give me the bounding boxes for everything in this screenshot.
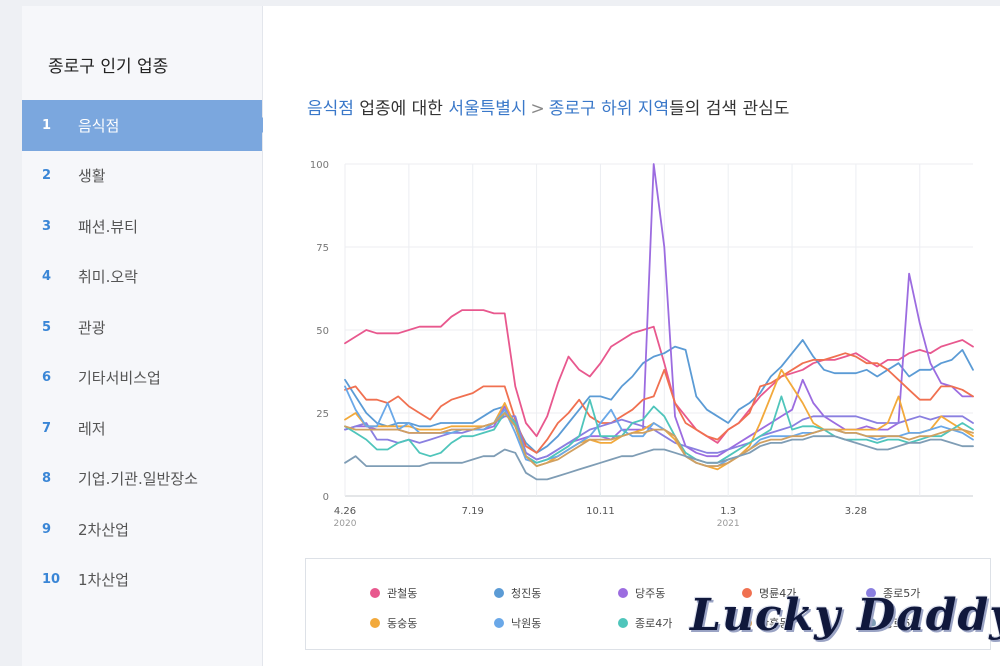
x-tick-label: 1.3 [720, 506, 736, 517]
sidebar-item[interactable]: 2 생활 [22, 151, 262, 202]
y-tick-label: 25 [316, 409, 329, 420]
legend-item[interactable]: 낙원동 [494, 615, 541, 631]
x-tick-sublabel: 2020 [334, 519, 357, 529]
legend-marker [370, 588, 380, 598]
sidebar-item-number: 3 [42, 218, 52, 234]
sidebar-item-number: 5 [42, 319, 52, 335]
sidebar-title: 종로구 인기 업종 [48, 57, 169, 77]
series-line [344, 352, 974, 454]
heading-category: 음식점 [307, 99, 354, 119]
x-tick-sublabel: 2021 [717, 519, 740, 529]
sidebar: 종로구 인기 업종 1 음식점 2 생활 3 패션.뷰티 4 취미.오락 5 관광 6 기타서비스업 7… [22, 6, 270, 666]
sidebar-item[interactable]: 4 취미.오락 [22, 252, 262, 303]
legend-marker [866, 618, 876, 628]
y-tick-label: 100 [310, 160, 329, 171]
legend-item[interactable]: 관훈동 [742, 615, 789, 631]
heading-text1: 업종에 대한 [353, 99, 449, 119]
sidebar-item-label: 음식점 [78, 116, 120, 135]
x-tick-label: 7.19 [462, 506, 484, 517]
heading-district: 종로구 하위 지역 [548, 99, 670, 119]
sidebar-item[interactable]: 3 패션.뷰티 [22, 201, 262, 252]
y-tick-label: 75 [316, 243, 329, 254]
sidebar-item-number: 10 [42, 572, 61, 588]
series-line [344, 339, 974, 454]
line-chart: 0 25 50 75 100 4.26 2020 7.19 10.11 1.3 2021 3.28 [310, 160, 974, 529]
legend-item[interactable]: 명륜4가 [742, 585, 796, 601]
sidebar-item-number: 4 [42, 269, 52, 285]
legend-item[interactable]: 청진동 [494, 585, 541, 601]
legend-marker [618, 618, 628, 628]
legend-item[interactable]: 관철동 [370, 585, 417, 601]
sidebar-item-label: 기업.기관.일반장소 [78, 470, 198, 489]
sidebar-item-label: 생활 [78, 167, 106, 186]
watermark-logo: Lucky Daddy [690, 590, 1000, 641]
legend-item[interactable]: 동숭동 [370, 615, 417, 631]
legend-label: 낙원동 [511, 617, 542, 630]
legend-label: 청진동 [511, 587, 542, 600]
legend-label: 당주동 [635, 587, 666, 600]
legend-marker [494, 588, 504, 598]
x-tick-label: 10.11 [586, 506, 615, 517]
sidebar-item-number: 2 [42, 168, 52, 184]
sidebar-item[interactable]: 10 1차산업 [22, 555, 262, 606]
y-tick-label: 50 [316, 326, 329, 337]
series-line [344, 163, 974, 461]
sidebar-item-label: 취미.오락 [78, 268, 138, 287]
sidebar-item-label: 2차산업 [78, 520, 129, 539]
sidebar-item-number: 1 [42, 117, 52, 133]
legend-marker [370, 618, 380, 628]
heading-separator: > [530, 99, 545, 119]
sidebar-item[interactable]: 1 음식점 [22, 100, 270, 151]
x-tick-label: 4.26 [334, 506, 356, 517]
sidebar-item-label: 관광 [78, 318, 106, 337]
legend-label: 종로4가 [635, 617, 673, 630]
sidebar-item[interactable]: 8 기업.기관.일반장소 [22, 454, 262, 505]
legend-label: 종로6가 [883, 617, 921, 630]
legend-label: 관철동 [387, 587, 418, 600]
legend-label: 동숭동 [387, 617, 418, 630]
chart-heading: 음식점 업종에 대한 서울특별시 > 종로구 하위 지역들의 검색 관심도 [307, 94, 789, 119]
series-line [344, 395, 974, 464]
legend-marker [742, 618, 752, 628]
sidebar-item[interactable]: 5 관광 [22, 302, 262, 353]
sidebar-item[interactable]: 7 레저 [22, 403, 262, 454]
sidebar-item-number: 7 [42, 420, 52, 436]
category-menu: 1 음식점 2 생활 3 패션.뷰티 4 취미.오락 5 관광 6 기타서비스업 7 레저 8 기업.기관.일… [22, 100, 270, 606]
legend-label: 명륜4가 [759, 587, 797, 600]
legend-marker [494, 618, 504, 628]
sidebar-item-label: 1차산업 [78, 571, 129, 590]
legend-marker [618, 588, 628, 598]
sidebar-item-label: 패션.뷰티 [78, 217, 138, 236]
heading-text2: 들의 검색 관심도 [669, 99, 790, 119]
sidebar-item-label: 기타서비스업 [78, 369, 161, 388]
legend-marker [866, 588, 876, 598]
x-tick-label: 3.28 [845, 506, 867, 517]
y-tick-label: 0 [323, 492, 329, 503]
sidebar-item-number: 6 [42, 370, 52, 386]
main-panel: 음식점 업종에 대한 서울특별시 > 종로구 하위 지역들의 검색 관심도 0 25 5… [263, 6, 1000, 666]
legend-item[interactable]: 당주동 [618, 585, 665, 601]
legend-item[interactable]: 종로6가 [866, 615, 920, 631]
heading-city: 서울특별시 [448, 99, 527, 119]
sidebar-item[interactable]: 6 기타서비스업 [22, 353, 262, 404]
legend-item[interactable]: 종로4가 [618, 615, 672, 631]
series-line [344, 435, 974, 481]
sidebar-item[interactable]: 9 2차산업 [22, 504, 262, 555]
legend-label: 종로5가 [883, 587, 921, 600]
sidebar-item-label: 레저 [78, 419, 106, 438]
series-line [344, 412, 974, 468]
legend-item[interactable]: 종로5가 [866, 585, 920, 601]
series-line [344, 309, 974, 444]
legend-marker [742, 588, 752, 598]
sidebar-item-number: 8 [42, 471, 52, 487]
legend-label: 관훈동 [759, 617, 790, 630]
sidebar-item-number: 9 [42, 521, 52, 537]
